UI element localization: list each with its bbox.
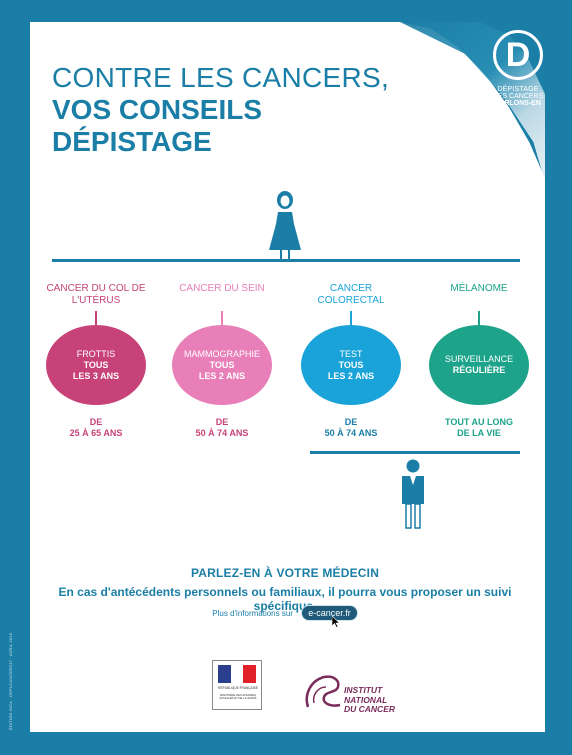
screening-ages: DE 50 À 74 ANS <box>296 417 406 439</box>
connector <box>95 311 97 325</box>
screening-title: CANCER DU COL DE L'UTÉRUS <box>46 283 146 306</box>
advice-text: En cas d'antécédents personnels ou famil… <box>58 585 512 613</box>
screening-frequency-detail: LES 2 ANS <box>327 370 375 381</box>
side-band: ÉDITION INCa · DEPLCANCERS17 · AVRIL 201… <box>0 0 30 755</box>
screening-badge: SURVEILLANCE RÉGULIÈRE <box>429 325 529 405</box>
screening-cervical: CANCER DU COL DE L'UTÉRUS FROTTIS TOUS L… <box>41 283 151 439</box>
age-range: 50 À 74 ANS <box>324 428 378 438</box>
screening-frequency: TOUS <box>209 359 235 370</box>
inca-logo: INSTITUT NATIONAL DU CANCER <box>300 667 400 715</box>
age-prefix: DE <box>344 417 358 427</box>
screening-frequency-detail: LES 2 ANS <box>198 370 246 381</box>
screening-colorectal: CANCER COLORECTAL TEST TOUS LES 2 ANS DE… <box>296 283 406 439</box>
connector <box>478 311 480 325</box>
connector <box>350 311 352 325</box>
depistage-logo: D DÉPISTAGE DES CANCERS PARLONS-EN <box>488 30 548 107</box>
mouse-pointer-icon <box>332 616 340 628</box>
inca-emblem-icon <box>305 675 341 708</box>
age-prefix: DE <box>215 417 229 427</box>
logo-line2: DES CANCERS <box>492 93 544 100</box>
screening-frequency: TOUS <box>83 359 109 370</box>
ministry-name: MINISTÈRE DES AFFAIRES SOCIALES ET DE LA… <box>219 693 257 701</box>
edition-reference: ÉDITION INCa · DEPLCANCERS17 · AVRIL 201… <box>8 632 13 730</box>
screening-breast: CANCER DU SEIN MAMMOGRAPHIE TOUS LES 2 A… <box>167 283 277 439</box>
age-range: 25 À 65 ANS <box>69 428 123 438</box>
screening-frequency-detail: LES 3 ANS <box>72 370 120 381</box>
screening-title: CANCER COLORECTAL <box>317 283 385 306</box>
rf-name: RÉPUBLIQUE FRANÇAISE <box>218 686 258 690</box>
more-info: Plus d'informations sur e-cancer.fr <box>40 605 530 621</box>
screening-test: TEST <box>339 348 363 359</box>
screening-test: FROTTIS <box>76 348 116 359</box>
screening-title: MÉLANOME <box>450 283 508 294</box>
advice-heading: PARLEZ-EN À VOTRE MÉDECIN <box>190 566 380 580</box>
age-range: 50 À 74 ANS <box>195 428 249 438</box>
inca-line1: INSTITUT <box>344 685 383 695</box>
logo-mark: D <box>493 30 543 80</box>
timeline-women <box>52 259 520 262</box>
woman-icon <box>269 191 301 260</box>
marianne-flag-icon <box>218 665 257 683</box>
title-line2: VOS CONSEILS <box>52 94 263 125</box>
title-line1: CONTRE LES CANCERS, <box>52 62 390 93</box>
inca-name: INSTITUT NATIONAL DU CANCER <box>344 685 395 715</box>
doctor-advice: PARLEZ-EN À VOTRE MÉDECIN En cas d'antéc… <box>40 566 530 613</box>
man-icon <box>402 459 424 529</box>
age-range: DE LA VIE <box>457 428 501 438</box>
screening-ages: TOUT AU LONG DE LA VIE <box>424 417 534 439</box>
timeline-men <box>310 451 520 454</box>
connector <box>221 311 223 325</box>
screening-badge: MAMMOGRAPHIE TOUS LES 2 ANS <box>172 325 272 405</box>
logo-line1: DÉPISTAGE <box>497 86 539 93</box>
ecancer-link[interactable]: e-cancer.fr <box>301 605 358 621</box>
inca-line2: NATIONAL <box>344 694 388 705</box>
age-prefix: DE <box>89 417 103 427</box>
title-line3: DÉPISTAGE <box>52 126 212 157</box>
more-info-label: Plus d'informations sur <box>212 609 293 618</box>
inca-line3: DU CANCER <box>344 704 395 714</box>
screening-ages: DE 50 À 74 ANS <box>167 417 277 439</box>
screening-ages: DE 25 À 65 ANS <box>41 417 151 439</box>
screening-test: SURVEILLANCE <box>444 354 514 364</box>
screening-badge: TEST TOUS LES 2 ANS <box>301 325 401 405</box>
screening-badge: FROTTIS TOUS LES 3 ANS <box>46 325 146 405</box>
logo-line3: PARLONS-EN <box>495 100 541 107</box>
screening-melanoma: MÉLANOME SURVEILLANCE RÉGULIÈRE TOUT AU … <box>424 283 534 439</box>
republique-francaise-logo: RÉPUBLIQUE FRANÇAISE MINISTÈRE DES AFFAI… <box>212 660 262 710</box>
age-prefix: TOUT AU LONG <box>445 417 513 427</box>
screening-test: MAMMOGRAPHIE <box>183 348 260 359</box>
screening-title: CANCER DU SEIN <box>179 283 265 294</box>
poster-title: CONTRE LES CANCERS, VOS CONSEILS DÉPISTA… <box>52 62 389 158</box>
screening-frequency: TOUS <box>338 359 364 370</box>
screening-frequency: RÉGULIÈRE <box>452 365 506 375</box>
